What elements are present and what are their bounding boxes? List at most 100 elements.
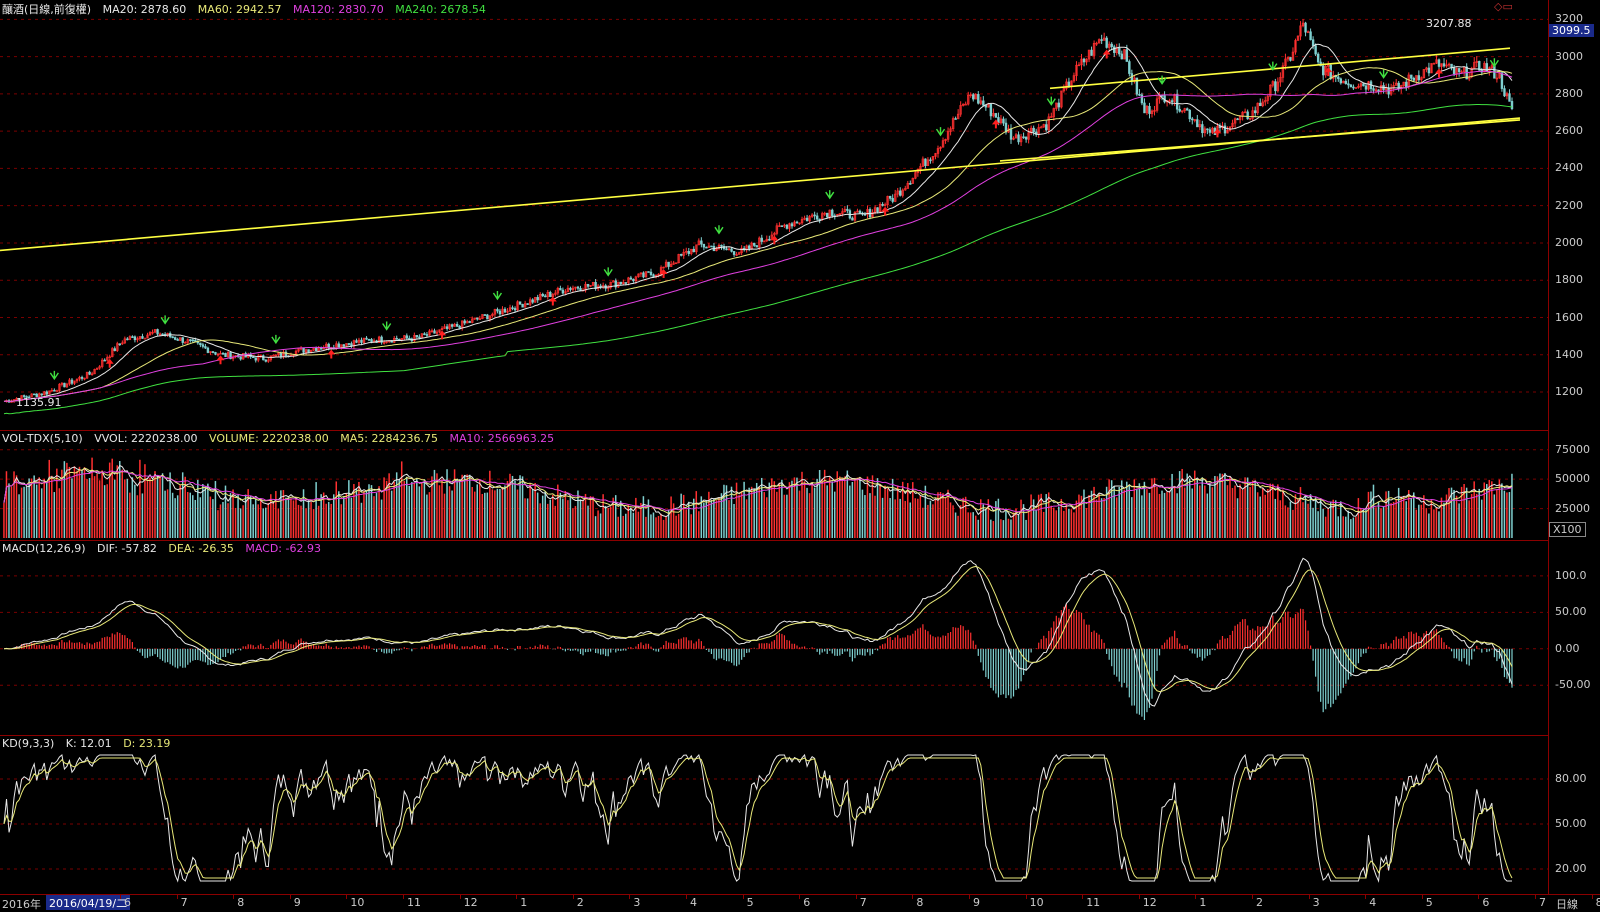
volume-bar xyxy=(154,471,156,538)
volume-bar xyxy=(1400,496,1402,538)
volume-bar xyxy=(156,475,159,538)
candle-body xyxy=(652,274,655,278)
candle-body xyxy=(624,282,628,284)
volume-bar xyxy=(413,483,416,538)
price-tick: 3200 xyxy=(1555,12,1583,26)
candle-body xyxy=(481,314,484,319)
candle-body xyxy=(425,334,429,336)
candle-body xyxy=(1344,80,1348,85)
candle-body xyxy=(1196,119,1199,128)
candle-body xyxy=(226,352,230,357)
volume-panel[interactable]: VOL-TDX(5,10) VVOL: 2220238.00 VOLUME: 2… xyxy=(0,430,1548,541)
volume-bar xyxy=(768,482,771,538)
volume-ma20-line xyxy=(3,470,1513,513)
volume-bar xyxy=(1060,498,1063,538)
candle-body xyxy=(468,321,471,323)
candle-body xyxy=(841,211,844,214)
candle-body xyxy=(790,223,794,227)
month-label: 10 xyxy=(350,896,365,909)
volume-bar xyxy=(894,499,896,538)
kd-tick: 20.00 xyxy=(1555,862,1587,875)
volume-bar xyxy=(1126,481,1128,538)
down-arrow-icon xyxy=(1157,75,1167,85)
volume-bar xyxy=(267,502,270,538)
candle-body xyxy=(73,380,76,384)
volume-bar xyxy=(1168,490,1171,538)
period-label[interactable]: 日線 xyxy=(1556,898,1578,911)
volume-bar xyxy=(373,496,375,538)
volume-bar xyxy=(418,486,421,538)
candle-body xyxy=(531,299,534,303)
volume-bar xyxy=(1340,501,1342,538)
candle-body xyxy=(901,189,904,196)
volume-bar xyxy=(1508,492,1511,538)
volume-bar xyxy=(1355,517,1357,538)
candle-body xyxy=(123,338,127,344)
candle-body xyxy=(508,307,512,312)
candle-body xyxy=(682,251,685,256)
volume-bar xyxy=(831,481,833,538)
candle-body xyxy=(450,324,454,327)
candle-body xyxy=(471,318,474,323)
volume-bar xyxy=(836,471,839,538)
candle-body xyxy=(284,351,288,357)
price-tick: 2200 xyxy=(1555,198,1583,212)
candle-body xyxy=(294,350,298,356)
candle-body xyxy=(70,379,74,384)
volume-bar xyxy=(343,497,345,538)
month-label: 5 xyxy=(746,896,754,909)
volume-bar xyxy=(1128,484,1131,538)
month-tick xyxy=(1252,895,1253,899)
candle-body xyxy=(1125,49,1129,62)
candle-body xyxy=(1226,130,1229,134)
candle-body xyxy=(15,398,18,400)
volume-bar xyxy=(652,512,655,538)
up-arrow-icon xyxy=(1102,49,1111,59)
volume-bar xyxy=(1483,482,1486,538)
month-tick xyxy=(572,895,574,899)
candle-body xyxy=(521,304,524,308)
candle-body xyxy=(994,113,998,118)
volume-bar xyxy=(531,489,534,538)
volume-bar xyxy=(446,469,448,538)
candle-body xyxy=(659,267,663,275)
volume-bar xyxy=(974,515,977,538)
candle-body xyxy=(445,326,449,329)
month-tick xyxy=(1478,895,1480,899)
candle-body xyxy=(111,348,114,358)
volume-bar xyxy=(695,491,698,538)
candle-body xyxy=(1173,94,1176,102)
price-panel[interactable]: 釀酒(日線,前復權) MA20: 2878.60 MA60: 2942.57 M… xyxy=(0,0,1548,430)
window-control-icons[interactable]: ◇▭ xyxy=(1494,0,1513,13)
macd-panel[interactable]: MACD(12,26,9) DIF: -57.82 DEA: -26.35 MA… xyxy=(0,540,1548,736)
kd-panel[interactable]: KD(9,3,3) K: 12.01 D: 23.19 xyxy=(0,735,1548,895)
volume-bar xyxy=(96,473,98,538)
candle-body xyxy=(458,326,461,329)
volume-bar xyxy=(1463,484,1465,538)
volume-bar xyxy=(63,461,66,538)
candle-body xyxy=(68,379,71,385)
volume-bar xyxy=(1209,482,1211,538)
volume-bar xyxy=(224,485,227,538)
candle-body xyxy=(800,219,804,224)
candle-body xyxy=(1445,64,1448,67)
volume-bar xyxy=(675,515,677,538)
volume-bar xyxy=(1289,501,1292,538)
month-label: 11 xyxy=(1086,896,1101,909)
candle-body xyxy=(984,105,988,108)
candle-body xyxy=(1508,93,1511,102)
candle-body xyxy=(1110,43,1113,48)
month-tick xyxy=(1365,895,1367,899)
candle-body xyxy=(964,103,967,106)
volume-bar xyxy=(609,506,612,538)
candle-body xyxy=(1201,124,1204,134)
month-tick xyxy=(1082,895,1084,899)
date-axis[interactable]: 2016年 2016/04/19/二 6 7 8 9 10 11 12 1 2 3 4 5 6 7 8 9 10… xyxy=(0,894,1600,911)
volume-bar xyxy=(680,493,682,538)
volume-bar xyxy=(587,505,589,538)
candle-body xyxy=(1123,49,1126,60)
volume-bar xyxy=(1171,473,1173,538)
volume-bar xyxy=(400,461,403,538)
k-line xyxy=(3,753,1512,883)
candle-body xyxy=(1402,81,1405,86)
